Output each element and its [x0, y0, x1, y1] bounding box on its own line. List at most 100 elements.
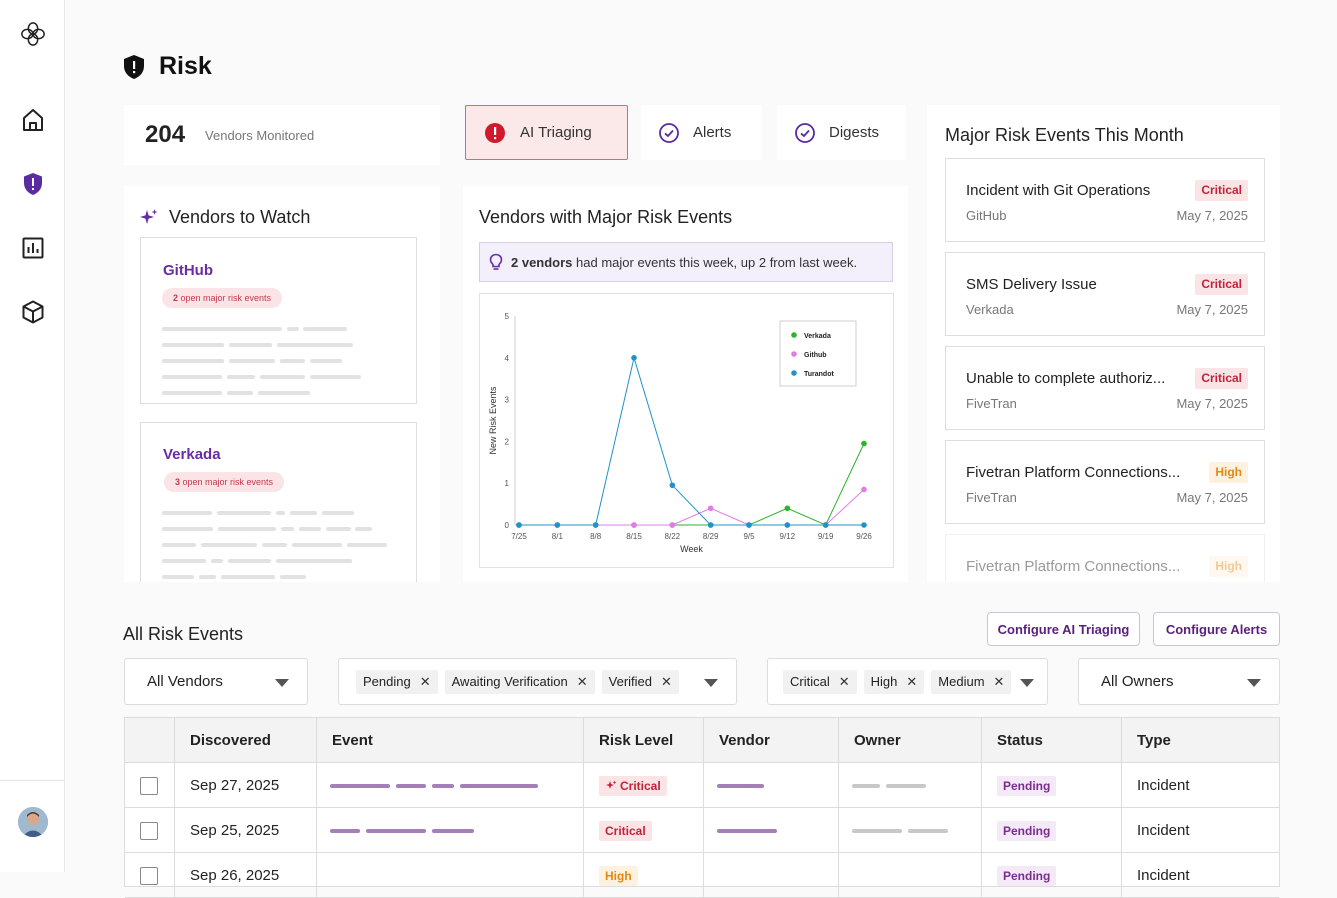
event-vendor: GitHub	[966, 208, 1007, 223]
type-cell: Incident	[1121, 853, 1281, 898]
table-header: Discovered Event Risk Level Vendor Owner…	[125, 718, 1279, 763]
column-header[interactable]: Type	[1121, 718, 1281, 763]
event-card[interactable]: Unable to complete authoriz... Critical …	[945, 346, 1265, 430]
owner-filter-select[interactable]: All Owners	[1078, 658, 1280, 705]
x-tick-label: 7/25	[511, 532, 527, 541]
vendor-name: Verkada	[163, 446, 221, 463]
configure-alerts-button[interactable]: Configure Alerts	[1153, 612, 1280, 646]
insight-banner: 2 vendors had major events this week, up…	[479, 242, 893, 282]
placeholder-line	[229, 343, 272, 347]
vendor-card-github[interactable]: GitHub 2 open major risk events	[140, 237, 417, 404]
x-tick-label: 9/26	[856, 532, 872, 541]
vendor-cell	[703, 763, 838, 808]
tab-ai-triaging[interactable]: AI Triaging	[465, 105, 628, 160]
shield-alert-icon	[124, 54, 144, 79]
owner-cell	[838, 763, 981, 808]
placeholder-line	[432, 783, 454, 788]
table-row[interactable]: Sep 25, 2025 Critical Pending Incident	[125, 808, 1279, 853]
owner-cell	[838, 808, 981, 853]
risk-events-chart: 0 1 2 3 4 5 7/25 8/1 8/8 8/15 8/22 8/29 9/5 9/12 9/19 9…	[479, 293, 894, 568]
risk-level-filter-select[interactable]: Critical ✕ High ✕ Medium ✕	[767, 658, 1048, 705]
placeholder-line	[217, 511, 271, 515]
data-point-turandot	[707, 522, 714, 528]
column-header[interactable]: Status	[981, 718, 1121, 763]
tab-digests[interactable]: Digests	[777, 105, 906, 160]
chevron-down-icon	[1020, 679, 1034, 687]
table-row[interactable]: Sep 27, 2025 Critical Pending Incident	[125, 763, 1279, 808]
placeholder-line	[162, 527, 213, 531]
placeholder-line	[908, 828, 948, 833]
chevron-down-icon	[704, 679, 718, 687]
status-badge: Pending	[997, 865, 1057, 886]
placeholder-line	[277, 343, 353, 347]
placeholder-line	[281, 527, 294, 531]
x-tick-label: 9/19	[818, 532, 834, 541]
data-point-turandot	[669, 482, 676, 489]
close-icon[interactable]: ✕	[661, 673, 672, 689]
tab-alerts[interactable]: Alerts	[641, 105, 762, 160]
major-events-title: Major Risk Events This Month	[945, 125, 1184, 145]
event-card[interactable]: SMS Delivery Issue Critical Verkada May …	[945, 252, 1265, 336]
status-cell: Pending	[981, 763, 1121, 808]
event-title: Fivetran Platform Connections...	[966, 464, 1181, 481]
owner-filter-value: All Owners	[1101, 673, 1174, 690]
tab-label: Digests	[829, 124, 880, 141]
row-checkbox[interactable]	[140, 866, 158, 885]
level-chip: Medium ✕	[931, 669, 1012, 694]
banner-text: had major events this week, up 2 from la…	[572, 254, 858, 270]
event-level-badge: Critical	[1195, 368, 1248, 389]
close-icon[interactable]: ✕	[838, 673, 850, 689]
column-header[interactable]: Risk Level	[583, 718, 703, 763]
column-header[interactable]: Vendor	[703, 718, 838, 763]
chart-icon[interactable]	[20, 235, 46, 261]
placeholder-line	[276, 559, 352, 563]
discovered-cell: Sep 26, 2025	[174, 853, 316, 898]
row-checkbox[interactable]	[140, 821, 158, 840]
logo-icon[interactable]	[20, 21, 46, 47]
table-row[interactable]: Sep 26, 2025 High Pending Incident	[125, 853, 1279, 898]
configure-ai-triaging-button[interactable]: Configure AI Triaging	[987, 612, 1140, 646]
home-icon[interactable]	[20, 107, 46, 133]
placeholder-line	[886, 783, 926, 788]
column-header[interactable]: Discovered	[174, 718, 316, 763]
column-header[interactable]: Event	[316, 718, 583, 763]
vendors-major-risk-panel: Vendors with Major Risk Events 2 vendors…	[463, 186, 908, 582]
chip-label: Awaiting Verification	[451, 674, 568, 689]
open-events-count: 3	[175, 477, 181, 487]
column-header[interactable]: Owner	[838, 718, 981, 763]
placeholder-line	[227, 391, 253, 395]
placeholder-line	[290, 511, 317, 515]
vendor-card-verkada[interactable]: Verkada 3 open major risk events	[140, 422, 417, 582]
close-icon[interactable]: ✕	[576, 673, 588, 689]
close-icon[interactable]: ✕	[906, 673, 918, 689]
close-icon[interactable]: ✕	[419, 673, 431, 689]
row-checkbox[interactable]	[140, 776, 158, 795]
event-title: Fivetran Platform Connections...	[966, 558, 1181, 575]
risk-level-cell: High	[583, 853, 703, 898]
close-icon[interactable]: ✕	[993, 673, 1005, 689]
risk-level-badge: Critical	[599, 775, 667, 796]
data-point-github	[631, 522, 637, 528]
event-card[interactable]: Fivetran Platform Connections... High Fi…	[945, 440, 1265, 524]
status-filter-select[interactable]: Pending ✕ Awaiting Verification ✕ Verified…	[338, 658, 737, 705]
placeholder-line	[280, 575, 306, 579]
discovered-cell: Sep 25, 2025	[174, 808, 316, 853]
placeholder-line	[330, 783, 390, 788]
event-level-badge: High	[1209, 462, 1248, 483]
cube-icon[interactable]	[20, 299, 46, 325]
placeholder-line	[366, 828, 426, 833]
event-card[interactable]: Fivetran Platform Connections... High	[945, 534, 1265, 582]
avatar[interactable]	[18, 807, 48, 837]
level-chip: High ✕	[863, 669, 925, 694]
data-point-turandot	[861, 522, 867, 528]
shield-icon[interactable]	[20, 171, 46, 197]
placeholder-line	[162, 375, 222, 379]
open-events-count: 2	[173, 293, 179, 303]
tab-label: AI Triaging	[520, 124, 592, 141]
vendor-filter-select[interactable]: All Vendors	[124, 658, 308, 705]
event-date: May 7, 2025	[1176, 302, 1248, 317]
event-card[interactable]: Incident with Git Operations Critical Gi…	[945, 158, 1265, 242]
data-point-turandot	[516, 522, 522, 528]
placeholder-line	[260, 375, 305, 379]
x-tick-label: 8/15	[626, 532, 642, 541]
